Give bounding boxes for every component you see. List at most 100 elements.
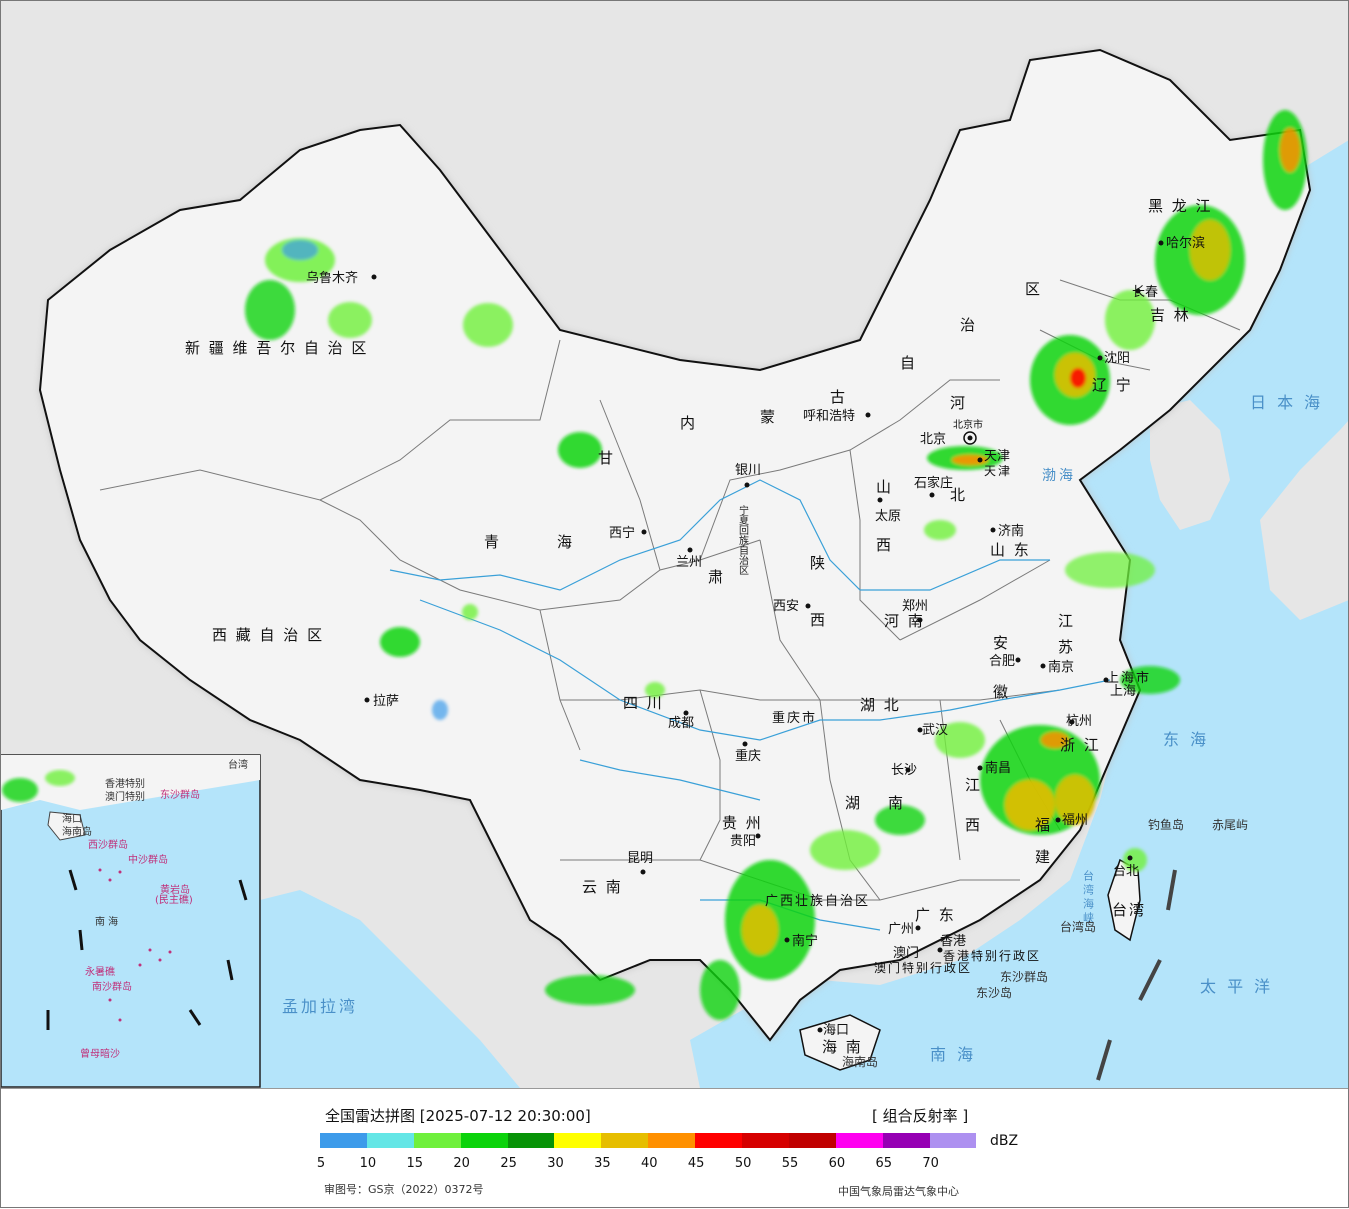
legend-tick: 15 (406, 1156, 424, 1171)
city-harbin: 哈尔滨 (1166, 235, 1205, 251)
bay-of-bengal (260, 890, 520, 1088)
legend-swatch (554, 1133, 602, 1148)
legend-tick: 45 (687, 1156, 705, 1171)
inset-yongshu: 永暑礁 (85, 965, 115, 978)
label-gansu-2: 肃 (708, 568, 725, 586)
label-jiangxi-2: 西 (965, 816, 982, 834)
city-guiyang: 贵阳 (730, 834, 756, 849)
legend-swatch (835, 1133, 883, 1148)
legend-tick: 60 (828, 1156, 846, 1171)
label-zhejiang: 浙 江 (1060, 736, 1101, 754)
city-dots (364, 240, 1164, 1033)
legend-color-bar (320, 1133, 977, 1148)
sea-east-china: 东 海 (1163, 730, 1209, 749)
legend-swatch (320, 1133, 367, 1148)
label-qinghai-2: 海 (557, 533, 574, 551)
label-hainan: 海 南 (822, 1038, 863, 1056)
legend-tick: 35 (594, 1156, 611, 1171)
legend-unit: dBZ (990, 1133, 1019, 1149)
city-lhasa: 拉萨 (373, 694, 399, 709)
label-jiangxi-1: 江 (965, 776, 982, 794)
inset-dongsha: 东沙群岛 (160, 788, 200, 801)
label-hunan-2: 南 (888, 794, 905, 812)
city-fuzhou: 福州 (1062, 813, 1088, 828)
label-anhui-1: 安 (993, 634, 1010, 652)
city-guangzhou: 广州 (888, 922, 914, 937)
inset-huangyan: 黄岩岛 (160, 883, 190, 896)
radar-map[interactable]: 新 疆 维 吾 尔 自 治 区 西 藏 自 治 区 青 海 甘 肃 内 蒙 古 … (0, 0, 1349, 1088)
label-qinghai-1: 青 (484, 533, 501, 551)
inset-hk: 香港特别 (105, 778, 145, 790)
label-taiwan: 台湾 (1112, 901, 1146, 919)
label-shanghai: 上海市 (1106, 670, 1151, 686)
label-shanxi-1: 山 (876, 478, 893, 496)
legend-tick: 55 (781, 1156, 799, 1171)
legend-ticks: 5 10 15 20 25 30 35 40 45 50 55 60 65 70 (300, 1156, 980, 1174)
label-henan: 河 南 (884, 612, 925, 630)
label-fujian-1: 福 (1035, 816, 1052, 834)
legend-tick: 65 (875, 1156, 893, 1171)
sea-labels: 渤海 日 本 海 东 海 太 平 洋 南 海 孟加拉湾 台湾海峡 (282, 393, 1320, 1064)
japan (1260, 420, 1349, 620)
city-hangzhou: 杭州 (1066, 714, 1092, 729)
city-wuhan: 武汉 (922, 723, 948, 738)
city-yinchuan: 银川 (735, 463, 761, 478)
label-heilongjiang: 黑 龙 江 (1148, 197, 1213, 215)
city-nanjing: 南京 (1048, 659, 1074, 675)
inset-south-sea: 南 海 (95, 915, 118, 928)
label-hunan-1: 湖 (845, 794, 862, 812)
city-labels: 乌鲁木齐 拉萨 西宁 兰州 银川 呼和浩特 北京 北京市 天津 石家庄 太原 济… (306, 235, 1205, 1038)
isl-dongsha-qd: 东沙群岛 (1000, 969, 1048, 984)
label-nmg-2: 蒙 (760, 408, 777, 426)
inset-haikou: 海口 (62, 812, 82, 825)
city-taibei: 台北 (1113, 864, 1139, 879)
legend-tick: 70 (922, 1156, 939, 1171)
legend-tick: 5 (316, 1156, 326, 1171)
legend-swatch (882, 1133, 930, 1148)
korea-peninsula (1150, 400, 1230, 530)
inset-hainan: 海南岛 (62, 825, 92, 838)
city-hongkong: 香港 (940, 934, 966, 949)
isl-hainan: 海南岛 (842, 1054, 878, 1069)
city-taiyuan: 太原 (875, 509, 901, 524)
isl-diaoyu: 钓鱼岛 (1148, 817, 1184, 832)
label-xizang: 西 藏 自 治 区 (212, 626, 324, 644)
label-xinjiang: 新 疆 维 吾 尔 自 治 区 (185, 339, 368, 357)
label-nmg-3: 古 (830, 388, 847, 406)
city-zhengzhou: 郑州 (902, 599, 928, 614)
label-yunnan: 云 南 (582, 878, 623, 896)
label-sichuan: 四 川 (623, 694, 664, 712)
inset-xisha: 西沙群岛 (88, 838, 128, 851)
legend-swatch (366, 1133, 414, 1148)
inset-taiwan: 台湾 (228, 758, 248, 771)
legend-swatch (788, 1133, 836, 1148)
legend-title: 全国雷达拼图 [2025-07-12 20:30:00] (325, 1107, 591, 1125)
city-xining: 西宁 (609, 525, 635, 541)
isl-chiwei: 赤尾屿 (1212, 818, 1248, 832)
legend-tick: 20 (453, 1156, 470, 1171)
inset-zhongsha: 中沙群岛 (128, 853, 168, 866)
city-beijing-city: 北京市 (953, 418, 983, 431)
legend-swatch (507, 1133, 555, 1148)
label-guizhou: 贵 州 (722, 814, 763, 832)
legend-swatch (413, 1133, 461, 1148)
label-guangdong: 广 东 (915, 906, 956, 924)
label-shaanxi-1: 陕 (810, 554, 827, 572)
legend-swatch (695, 1133, 743, 1148)
label-jiangsu-2: 苏 (1058, 638, 1075, 656)
legend-product: [ 组合反射率 ] (872, 1107, 969, 1125)
south-sea-inset[interactable]: 南 海 西沙群岛 中沙群岛 黄岩岛 (民主礁) 南沙群岛 永暑礁 曾母暗沙 海口… (0, 754, 261, 1088)
province-labels: 新 疆 维 吾 尔 自 治 区 西 藏 自 治 区 青 海 甘 肃 内 蒙 古 … (185, 197, 1213, 1056)
city-beijing: 北京 (920, 432, 946, 447)
label-nmg-4: 自 (900, 354, 917, 372)
city-chengdu: 成都 (668, 716, 694, 731)
label-ningxia: 宁夏回族自治区 (737, 504, 749, 575)
label-hubei: 湖 北 (860, 696, 901, 714)
label-nmg-6: 区 (1025, 280, 1042, 298)
map-svg: 新 疆 维 吾 尔 自 治 区 西 藏 自 治 区 青 海 甘 肃 内 蒙 古 … (0, 48, 1349, 1088)
label-shaanxi-2: 西 (810, 611, 827, 629)
legend-panel: 全国雷达拼图 [2025-07-12 20:30:00] [ 组合反射率 ] d… (0, 1088, 1349, 1209)
city-shenyang: 沈阳 (1104, 351, 1130, 366)
label-guangxi: 广西壮族自治区 (765, 893, 870, 909)
city-changsha: 长沙 (891, 763, 917, 778)
